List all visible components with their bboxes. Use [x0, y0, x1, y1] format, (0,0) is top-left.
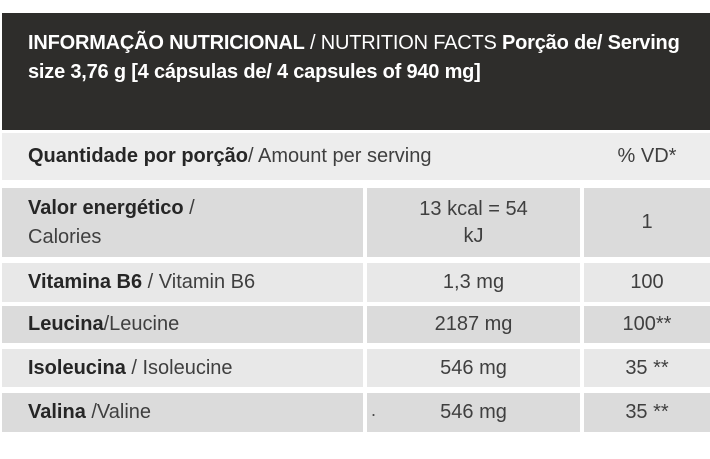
nutrient-name-en: /Valine [85, 401, 152, 424]
nutrition-header: INFORMAÇÃO NUTRICIONAL / NUTRITION FACTS… [2, 13, 710, 130]
nutrient-name-en: / Vitamin B6 [142, 271, 256, 294]
nutrient-amount: 546 mg [440, 401, 507, 423]
amount-header-label-en: / Amount per serving [248, 145, 432, 167]
nutrient-name-en: / Calories [28, 197, 195, 248]
nutrient-amount-cell: . 546 mg [367, 393, 580, 432]
nutrient-amount-cell: 2187 mg [367, 306, 580, 343]
nutrient-row-leucine: Leucina/Leucine 2187 mg 100** [2, 306, 710, 343]
nutrient-name-cell: Isoleucina / Isoleucine [2, 349, 363, 387]
nutrient-amount-cell: 13 kcal = 54 kJ [367, 188, 580, 257]
nutrient-dv-cell: 100** [584, 306, 710, 343]
nutrient-name-pt: Leucina [28, 313, 104, 336]
nutrient-name-pt: Valor energético [28, 197, 184, 220]
nutrient-dv-cell: 35 ** [584, 349, 710, 387]
nutrient-dv: 100 [630, 271, 664, 293]
nutrient-dv: 1 [641, 211, 653, 233]
nutrient-amount-cell: 546 mg [367, 349, 580, 387]
header-title-pt: INFORMAÇÃO NUTRICIONAL [28, 32, 305, 54]
nutrient-dv-cell: 35 ** [584, 393, 710, 432]
nutrient-name-cell: Vitamina B6 / Vitamin B6 [2, 263, 363, 302]
nutrient-row-isoleucine: Isoleucina / Isoleucine 546 mg 35 ** [2, 349, 710, 387]
nutrient-name-cell: Valina /Valine [2, 393, 363, 432]
nutrient-name-en: / Isoleucine [125, 356, 233, 379]
amount-header-row: Quantidade por porção / Amount per servi… [2, 133, 710, 180]
nutrient-name-cell: Leucina/Leucine [2, 306, 363, 343]
nutrient-row-energy: Valor energético / Calories 13 kcal = 54… [2, 188, 710, 257]
nutrient-amount-cell: 1,3 mg [367, 263, 580, 302]
nutrient-amount: 546 mg [440, 356, 507, 379]
header-title-en: / NUTRITION FACTS [304, 32, 503, 54]
daily-value-header: % VD* [617, 145, 677, 167]
nutrient-name-en: /Leucine [103, 313, 180, 336]
nutrient-amount: 1,3 mg [442, 271, 505, 293]
nutrient-row-vitamin-b6: Vitamina B6 / Vitamin B6 1,3 mg 100 [2, 263, 710, 302]
nutrient-dv-cell: 100 [584, 263, 710, 302]
header-serving-info: Porção de/ Serving size 3,76 g [4 cápsul… [28, 32, 680, 83]
nutrient-dv-cell: 1 [584, 188, 710, 257]
nutrient-dv: 35 ** [625, 401, 669, 423]
nutrient-row-valine: Valina /Valine . 546 mg 35 ** [2, 393, 710, 432]
nutrient-name-pt: Vitamina B6 [28, 271, 143, 294]
stray-dot: . [371, 399, 377, 420]
nutrient-dv: 100** [622, 313, 672, 335]
nutrient-amount: 2187 mg [434, 313, 513, 335]
nutrient-name-pt: Valina [28, 401, 86, 424]
nutrient-name-cell: Valor energético / Calories [2, 188, 363, 257]
amount-header-label-pt: Quantidade por porção [28, 145, 249, 167]
nutrient-dv: 35 ** [625, 356, 669, 379]
nutrient-name-pt: Isoleucina [28, 356, 126, 379]
nutrient-amount: 13 kcal = 54 kJ [419, 197, 528, 247]
